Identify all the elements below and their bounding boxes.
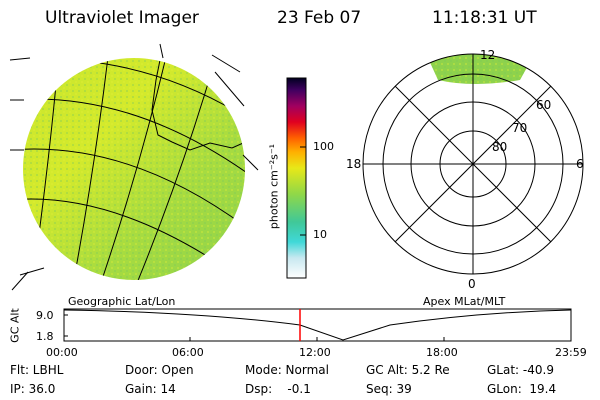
altitude-ytick-1-8: 1.8: [36, 330, 54, 343]
altitude-xtick-2359: 23:59: [555, 346, 587, 359]
mlat-label-60: 60: [536, 98, 552, 112]
info-glon: GLon: 19.4: [487, 382, 557, 396]
altitude-plot: [63, 308, 572, 342]
altitude-xtick-0600: 06:00: [172, 346, 204, 359]
info-dsp: Dsp: -0.1: [245, 382, 311, 396]
time-label: 11:18:31 UT: [432, 8, 537, 28]
mlat-label-80: 80: [492, 140, 508, 154]
mlt-label-6: 6: [576, 157, 584, 171]
info-gc-alt: GC Alt: 5.2 Re: [366, 363, 450, 377]
earth-image: [9, 43, 259, 291]
altitude-xtick-1800: 18:00: [426, 346, 458, 359]
date-label: 23 Feb 07: [277, 8, 362, 28]
altitude-xtick-1200: 12:00: [299, 346, 331, 359]
info-mode: Mode: Normal: [245, 363, 329, 377]
altitude-ylabel: GC Alt: [8, 308, 22, 343]
mlt-label-18: 18: [346, 157, 362, 171]
polar-plot: [362, 53, 584, 275]
altitude-xtick-0000: 00:00: [46, 346, 78, 359]
info-seq: Seq: 39: [366, 382, 412, 396]
info-ip: IP: 36.0: [10, 382, 56, 396]
mlat-label-70: 70: [512, 121, 528, 135]
apex-caption: Apex MLat/MLT: [423, 295, 506, 308]
mlt-label-12: 12: [480, 48, 496, 62]
instrument-title: Ultraviolet Imager: [45, 8, 199, 28]
geographic-caption: Geographic Lat/Lon: [68, 295, 176, 308]
info-glat: GLat: -40.9: [487, 363, 554, 377]
color-scale-bar: [286, 77, 307, 279]
mlt-label-0: 0: [468, 277, 476, 291]
info-gain: Gain: 14: [125, 382, 176, 396]
colorbar-tick-10: 10: [313, 228, 327, 241]
info-door: Door: Open: [125, 363, 194, 377]
colorbar-unit-label: photon cm⁻²s⁻¹: [267, 143, 281, 230]
altitude-ytick-9: 9.0: [36, 309, 54, 322]
colorbar-tick-100: 100: [313, 140, 334, 153]
info-filter: Flt: LBHL: [10, 363, 64, 377]
